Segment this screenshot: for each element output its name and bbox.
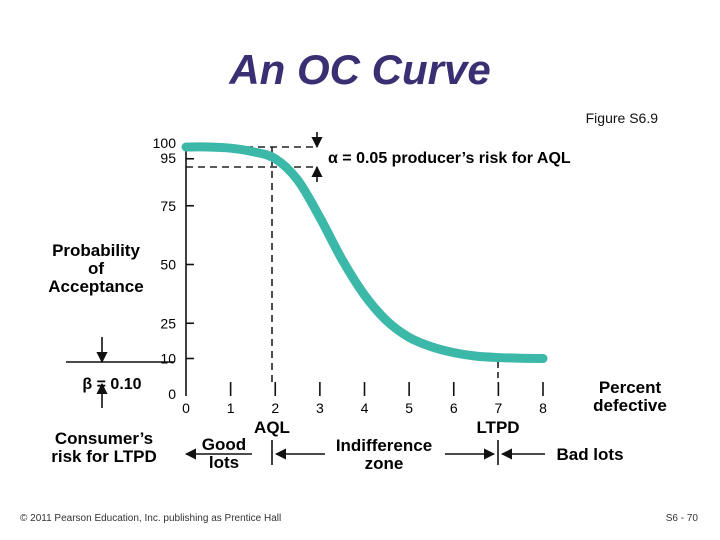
good-lots-line-1: Good xyxy=(202,435,246,454)
y-tick-label: 50 xyxy=(160,257,176,273)
x-tick-label: 4 xyxy=(361,400,369,416)
y-tick-label: 25 xyxy=(160,315,176,331)
consumer-risk-line-2: risk for LTPD xyxy=(51,447,156,466)
consumer-risk-line-1: Consumer’s xyxy=(55,429,153,448)
ltpd-label: LTPD xyxy=(476,418,519,437)
slide-number: S6 - 70 xyxy=(665,513,698,524)
x-tick-label: 0 xyxy=(182,400,190,416)
y-tick-label: 0 xyxy=(168,386,176,402)
aql-label: AQL xyxy=(254,418,290,437)
copyright-footer: © 2011 Pearson Education, Inc. publishin… xyxy=(20,513,282,524)
y-axis-label-line-2: of xyxy=(88,259,104,278)
y-tick-label: 100 xyxy=(153,135,177,151)
indifference-line-1: Indifference xyxy=(336,436,432,455)
beta-annotation: β = 0.10 xyxy=(82,376,141,393)
slide-title: An OC Curve xyxy=(229,46,491,93)
x-tick-label: 2 xyxy=(271,400,279,416)
y-tick-label: 95 xyxy=(160,150,176,166)
alpha-annotation: α = 0.05 producer’s risk for AQL xyxy=(328,150,571,167)
x-tick-label: 5 xyxy=(405,400,413,416)
y-tick-label: 10 xyxy=(160,351,176,367)
oc-curve-line xyxy=(181,142,548,363)
x-axis-label-line-1: Percent xyxy=(599,378,662,397)
x-tick-label: 7 xyxy=(494,400,502,416)
x-tick-label: 1 xyxy=(227,400,235,416)
indifference-line-2: zone xyxy=(365,454,404,473)
x-tick-label: 6 xyxy=(450,400,458,416)
y-tick-label: 75 xyxy=(160,198,176,214)
x-tick-label: 8 xyxy=(539,400,547,416)
bad-lots-label: Bad lots xyxy=(556,445,623,464)
y-axis-label-line-1: Probability xyxy=(52,241,140,260)
y-axis-label-line-3: Acceptance xyxy=(48,277,143,296)
x-tick-label: 3 xyxy=(316,400,324,416)
good-lots-line-2: lots xyxy=(209,453,239,472)
x-axis-label-line-2: defective xyxy=(593,396,667,415)
figure-label: Figure S6.9 xyxy=(585,110,658,126)
